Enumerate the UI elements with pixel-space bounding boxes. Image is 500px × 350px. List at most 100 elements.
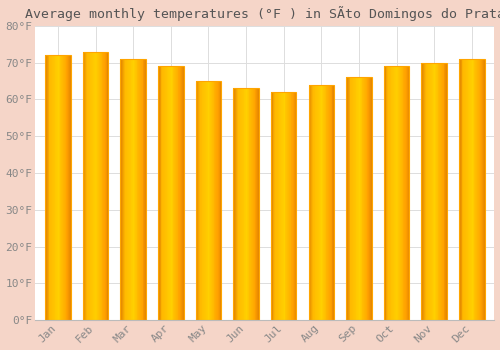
Bar bbox=[240, 89, 241, 320]
Bar bbox=[471, 59, 472, 320]
Bar bbox=[384, 66, 409, 320]
Bar bbox=[310, 85, 311, 320]
Bar bbox=[277, 92, 278, 320]
Bar bbox=[136, 59, 138, 320]
Bar bbox=[52, 55, 53, 320]
Bar bbox=[103, 51, 104, 320]
Bar bbox=[282, 92, 283, 320]
Bar bbox=[121, 59, 122, 320]
Bar bbox=[180, 66, 181, 320]
Bar bbox=[431, 63, 432, 320]
Bar bbox=[466, 59, 468, 320]
Bar bbox=[468, 59, 469, 320]
Title: Average monthly temperatures (°F ) in SÃto Domingos do Prata: Average monthly temperatures (°F ) in SÃ… bbox=[25, 6, 500, 21]
Bar bbox=[99, 51, 100, 320]
Bar bbox=[274, 92, 275, 320]
Bar bbox=[388, 66, 389, 320]
Bar bbox=[370, 77, 371, 320]
Bar bbox=[135, 59, 136, 320]
Bar bbox=[241, 89, 242, 320]
Bar bbox=[93, 51, 94, 320]
Bar bbox=[401, 66, 402, 320]
Bar bbox=[281, 92, 282, 320]
Bar bbox=[50, 55, 51, 320]
Bar bbox=[347, 77, 348, 320]
Bar bbox=[248, 89, 250, 320]
Bar bbox=[359, 77, 360, 320]
Bar bbox=[218, 81, 220, 320]
Bar bbox=[474, 59, 476, 320]
Bar bbox=[432, 63, 434, 320]
Bar bbox=[142, 59, 144, 320]
Bar bbox=[62, 55, 63, 320]
Bar bbox=[145, 59, 146, 320]
Bar bbox=[276, 92, 277, 320]
Bar bbox=[423, 63, 424, 320]
Bar bbox=[392, 66, 393, 320]
Bar bbox=[174, 66, 175, 320]
Bar bbox=[208, 81, 210, 320]
Bar bbox=[106, 51, 108, 320]
Bar bbox=[234, 89, 259, 320]
Bar bbox=[178, 66, 180, 320]
Bar bbox=[482, 59, 483, 320]
Bar bbox=[330, 85, 332, 320]
Bar bbox=[399, 66, 400, 320]
Bar bbox=[212, 81, 214, 320]
Bar bbox=[314, 85, 316, 320]
Bar bbox=[319, 85, 320, 320]
Bar bbox=[271, 92, 272, 320]
Bar bbox=[45, 55, 70, 320]
Bar bbox=[216, 81, 217, 320]
Bar bbox=[470, 59, 471, 320]
Bar bbox=[284, 92, 286, 320]
Bar bbox=[163, 66, 164, 320]
Bar bbox=[59, 55, 60, 320]
Bar bbox=[129, 59, 130, 320]
Bar bbox=[175, 66, 176, 320]
Bar bbox=[460, 59, 461, 320]
Bar bbox=[236, 89, 238, 320]
Bar bbox=[102, 51, 103, 320]
Bar bbox=[426, 63, 428, 320]
Bar bbox=[289, 92, 290, 320]
Bar bbox=[365, 77, 366, 320]
Bar bbox=[472, 59, 474, 320]
Bar bbox=[480, 59, 481, 320]
Bar bbox=[395, 66, 396, 320]
Bar bbox=[390, 66, 392, 320]
Bar bbox=[348, 77, 350, 320]
Bar bbox=[176, 66, 177, 320]
Bar bbox=[201, 81, 202, 320]
Bar bbox=[68, 55, 69, 320]
Bar bbox=[402, 66, 404, 320]
Bar bbox=[130, 59, 132, 320]
Bar bbox=[275, 92, 276, 320]
Bar bbox=[292, 92, 293, 320]
Bar bbox=[63, 55, 64, 320]
Bar bbox=[288, 92, 289, 320]
Bar bbox=[168, 66, 169, 320]
Bar bbox=[128, 59, 129, 320]
Bar bbox=[196, 81, 221, 320]
Bar bbox=[328, 85, 329, 320]
Bar bbox=[295, 92, 296, 320]
Bar bbox=[346, 77, 372, 320]
Bar bbox=[182, 66, 183, 320]
Bar bbox=[48, 55, 50, 320]
Bar bbox=[171, 66, 172, 320]
Bar bbox=[56, 55, 57, 320]
Bar bbox=[438, 63, 440, 320]
Bar bbox=[210, 81, 211, 320]
Bar bbox=[220, 81, 221, 320]
Bar bbox=[256, 89, 257, 320]
Bar bbox=[332, 85, 334, 320]
Bar bbox=[369, 77, 370, 320]
Bar bbox=[398, 66, 399, 320]
Bar bbox=[133, 59, 134, 320]
Bar bbox=[87, 51, 88, 320]
Bar bbox=[424, 63, 425, 320]
Bar bbox=[476, 59, 477, 320]
Bar bbox=[477, 59, 478, 320]
Bar bbox=[214, 81, 216, 320]
